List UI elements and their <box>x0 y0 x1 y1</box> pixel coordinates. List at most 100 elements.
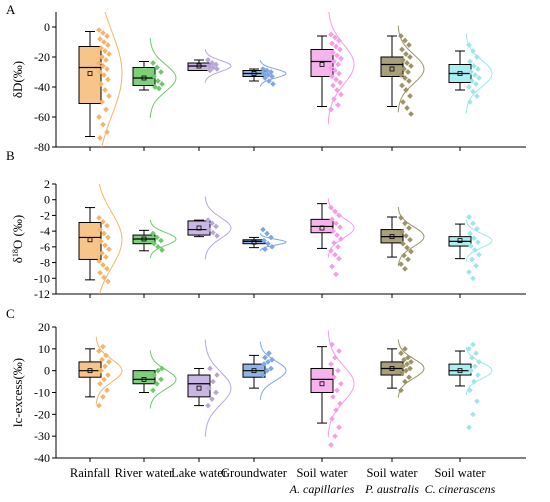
data-point <box>475 372 481 378</box>
y-tick-label: -40 <box>34 451 50 465</box>
data-point <box>159 247 165 253</box>
series-1 <box>78 11 123 148</box>
y-tick-label: -20 <box>34 407 50 421</box>
data-point <box>474 93 480 99</box>
data-point <box>404 361 410 367</box>
data-point <box>407 93 413 99</box>
series-3 <box>187 339 232 437</box>
data-point <box>101 72 107 78</box>
x-category-label: River water <box>115 466 174 480</box>
data-point <box>102 363 108 370</box>
data-point <box>98 367 104 374</box>
y-tick-label: 10 <box>38 342 50 356</box>
data-point <box>213 223 219 230</box>
mean-marker <box>141 376 147 382</box>
data-point <box>329 40 335 47</box>
y-tick-label: -40 <box>34 80 50 94</box>
data-point <box>105 278 111 285</box>
data-point <box>159 81 165 87</box>
y-tick-label: -4 <box>40 224 50 238</box>
data-point <box>262 75 268 81</box>
data-point <box>96 214 102 221</box>
data-point <box>154 234 160 241</box>
data-point <box>265 240 271 247</box>
data-point <box>402 378 408 385</box>
x-category-label: Lake water <box>171 466 228 480</box>
x-category-label: Soil water <box>366 466 418 480</box>
y-tick-label: -10 <box>34 271 50 285</box>
data-point <box>209 220 215 227</box>
distribution-curve <box>95 336 123 405</box>
data-point <box>205 217 211 223</box>
box <box>187 220 211 236</box>
data-point <box>402 266 408 272</box>
data-point <box>207 365 213 372</box>
data-point <box>102 87 108 93</box>
data-point <box>105 76 111 83</box>
data-point <box>151 73 157 80</box>
data-point <box>103 254 109 260</box>
data-point <box>470 275 476 282</box>
data-point <box>269 356 275 363</box>
data-point <box>466 214 472 220</box>
data-point <box>334 52 340 59</box>
y-tick-label: -10 <box>34 386 50 400</box>
data-point <box>403 367 409 374</box>
series-6 <box>380 206 425 272</box>
y-tick-label: 0 <box>44 193 50 207</box>
distribution-curve <box>149 219 177 259</box>
data-point <box>158 376 164 383</box>
data-point <box>408 111 414 117</box>
data-point <box>337 79 343 86</box>
data-point <box>407 236 413 243</box>
data-point <box>104 222 110 229</box>
data-point <box>473 350 479 357</box>
data-point <box>100 30 106 36</box>
data-point <box>100 394 106 400</box>
data-point <box>330 394 336 400</box>
data-point <box>158 237 164 244</box>
y-tick-label: -12 <box>34 287 50 301</box>
distribution-curve <box>465 346 493 395</box>
data-point <box>338 55 344 62</box>
mean-marker <box>141 75 147 81</box>
data-point <box>332 67 338 74</box>
data-point <box>408 248 414 255</box>
data-point <box>398 350 404 357</box>
data-point <box>336 424 342 431</box>
distribution-curve <box>327 198 355 258</box>
data-point <box>261 361 267 367</box>
data-point <box>398 214 404 221</box>
data-point <box>408 359 414 365</box>
data-point <box>469 78 475 84</box>
data-point <box>150 60 156 66</box>
y-axis-label: δD(‰) <box>10 61 25 98</box>
data-point <box>400 99 406 105</box>
data-point <box>333 43 339 50</box>
data-point <box>330 228 336 234</box>
series-4 <box>242 226 287 253</box>
y-axis-label: δ18O (‰) <box>10 215 25 263</box>
data-point <box>151 240 157 247</box>
series-3 <box>187 49 232 83</box>
data-point <box>336 348 342 354</box>
data-point <box>105 42 111 48</box>
series-7 <box>448 341 493 431</box>
data-point <box>99 250 105 256</box>
y-tick-label: -30 <box>34 429 50 443</box>
data-point <box>473 81 479 87</box>
mean-marker <box>319 381 325 387</box>
data-point <box>336 255 342 262</box>
series-2 <box>132 37 177 119</box>
data-point <box>210 229 216 236</box>
data-point <box>332 251 338 258</box>
distribution-curve <box>397 206 425 267</box>
data-point <box>214 372 220 378</box>
y-tick-label: -6 <box>40 240 50 254</box>
data-point <box>403 87 409 93</box>
data-point <box>101 376 107 383</box>
data-point <box>405 256 411 263</box>
data-point <box>206 385 212 391</box>
data-point <box>268 69 274 75</box>
data-point <box>100 343 106 350</box>
